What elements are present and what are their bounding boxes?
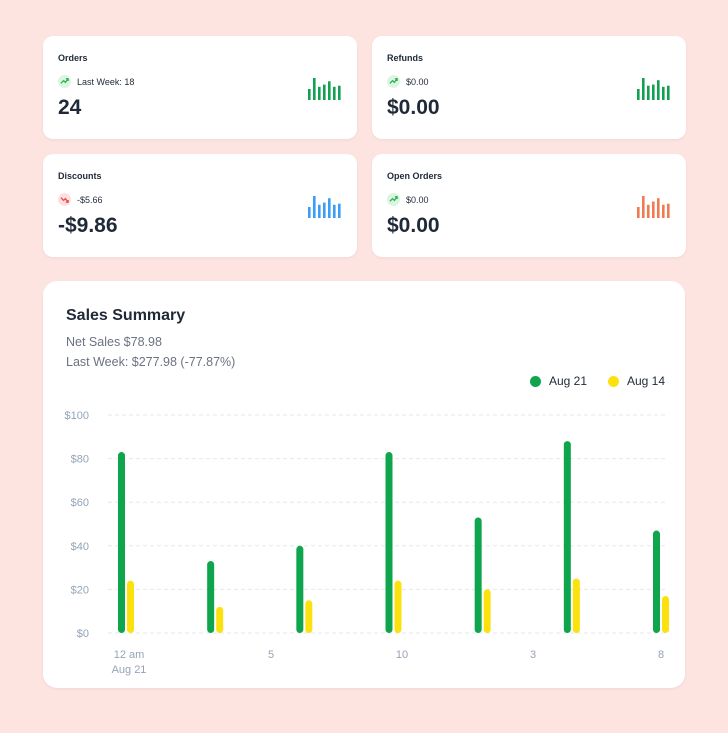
y-tick-label: $60: [71, 497, 89, 509]
legend-dot: [608, 375, 619, 387]
card-title: Refunds: [387, 53, 423, 63]
bar-aug-21[interactable]: [118, 452, 125, 633]
bar-aug-14[interactable]: [483, 589, 491, 633]
legend-label: Aug 14: [627, 374, 666, 388]
trend-up-icon: [58, 75, 71, 88]
y-tick-label: $80: [71, 454, 89, 466]
card-title: Discounts: [58, 171, 102, 181]
sparkline-chart: [308, 196, 341, 218]
bar-aug-21[interactable]: [207, 561, 215, 633]
legend-item-aug-14[interactable]: Aug 14: [608, 374, 665, 388]
trend-text: $0.00: [406, 76, 429, 87]
sparkline-bar: [333, 204, 336, 218]
x-tick-label: 8: [658, 649, 664, 661]
stat-value: 24: [58, 96, 82, 119]
stat-value: -$9.86: [58, 214, 118, 237]
sparkline-chart: [637, 78, 670, 100]
y-tick-label: $20: [71, 584, 89, 596]
trend-text: Last Week: 18: [77, 76, 135, 87]
bar-aug-21[interactable]: [653, 530, 660, 633]
sparkline-bar: [318, 86, 321, 100]
last-week-text: Last Week: $277.98 (-77.87%): [66, 355, 236, 369]
sparkline-bar: [308, 207, 311, 218]
sparkline-chart: [308, 78, 341, 100]
legend-item-aug-21[interactable]: Aug 21: [530, 374, 587, 388]
x-tick-label: 10: [396, 649, 408, 661]
refunds-card[interactable]: Refunds $0.00 $0.00: [372, 36, 686, 139]
sparkline-bar: [657, 80, 660, 100]
open-orders-card[interactable]: Open Orders $0.00 $0.00: [372, 154, 686, 257]
bar-aug-21[interactable]: [563, 441, 571, 633]
legend-dot: [530, 375, 541, 387]
sparkline-bar: [662, 86, 665, 100]
x-tick-label: 12 am: [114, 649, 145, 661]
bar-aug-14[interactable]: [662, 595, 669, 633]
discounts-card[interactable]: Discounts -$5.66 -$9.86: [43, 154, 357, 257]
trend-text: $0.00: [406, 194, 429, 205]
sales-summary-card: Sales Summary Net Sales $78.98 Last Week…: [43, 281, 685, 688]
sparkline-bar: [328, 81, 331, 100]
stat-value: $0.00: [387, 214, 440, 237]
trend-row: $0.00: [387, 193, 429, 206]
legend-label: Aug 21: [549, 374, 588, 388]
sparkline-bar: [642, 196, 645, 218]
sales-summary-title: Sales Summary: [66, 307, 186, 324]
bar-aug-21[interactable]: [296, 545, 304, 633]
sparkline-bar: [313, 196, 316, 218]
x-tick-label: 5: [268, 649, 274, 661]
card-title: Orders: [58, 53, 88, 63]
sparkline-bar: [338, 203, 341, 218]
bar-aug-21[interactable]: [385, 452, 393, 633]
y-tick-label: $40: [71, 541, 89, 553]
orders-card[interactable]: Orders Last Week: 18 24: [43, 36, 357, 139]
sparkline-bar: [313, 78, 316, 100]
sparkline-bar: [652, 84, 655, 100]
bar-aug-21[interactable]: [474, 517, 482, 633]
trend-row: -$5.66: [58, 193, 103, 206]
sparkline-bar: [657, 198, 660, 218]
trend-down-icon: [58, 193, 71, 206]
trend-text: -$5.66: [77, 194, 103, 205]
sparkline-bar: [333, 86, 336, 100]
bar-aug-14[interactable]: [394, 580, 402, 633]
bar-aug-14[interactable]: [127, 580, 134, 633]
x-tick-sublabel: Aug 21: [112, 664, 147, 676]
y-tick-label: $0: [77, 628, 89, 640]
net-sales-text: Net Sales $78.98: [66, 335, 162, 349]
bar-aug-14[interactable]: [305, 600, 313, 633]
sparkline-bar: [323, 84, 326, 100]
sparkline-bar: [647, 204, 650, 218]
trend-up-icon: [387, 75, 400, 88]
bar-aug-14[interactable]: [216, 606, 224, 633]
sparkline-chart: [637, 196, 670, 218]
sparkline-bar: [323, 202, 326, 218]
sparkline-bar: [667, 203, 670, 218]
trend-up-icon: [387, 193, 400, 206]
sparkline-bar: [642, 78, 645, 100]
bar-aug-14[interactable]: [572, 578, 580, 634]
card-title: Open Orders: [387, 171, 443, 181]
sparkline-bar: [328, 198, 331, 218]
sparkline-bar: [637, 89, 640, 100]
sparkline-bar: [338, 85, 341, 100]
trend-row: Last Week: 18: [58, 75, 134, 88]
sales-bar-chart: $0 $20 $40 $60 $80 $100 12 am Aug 21 5 10 3 8: [65, 410, 669, 676]
sparkline-bar: [667, 85, 670, 100]
sparkline-bar: [647, 85, 650, 100]
x-tick-label: 3: [530, 649, 536, 661]
sparkline-bar: [652, 201, 655, 218]
y-tick-label: $100: [65, 410, 89, 422]
sparkline-bar: [662, 204, 665, 218]
sparkline-bar: [318, 204, 321, 218]
sparkline-bar: [637, 207, 640, 218]
stat-value: $0.00: [387, 96, 440, 119]
sparkline-bar: [308, 89, 311, 100]
trend-row: $0.00: [387, 75, 429, 88]
